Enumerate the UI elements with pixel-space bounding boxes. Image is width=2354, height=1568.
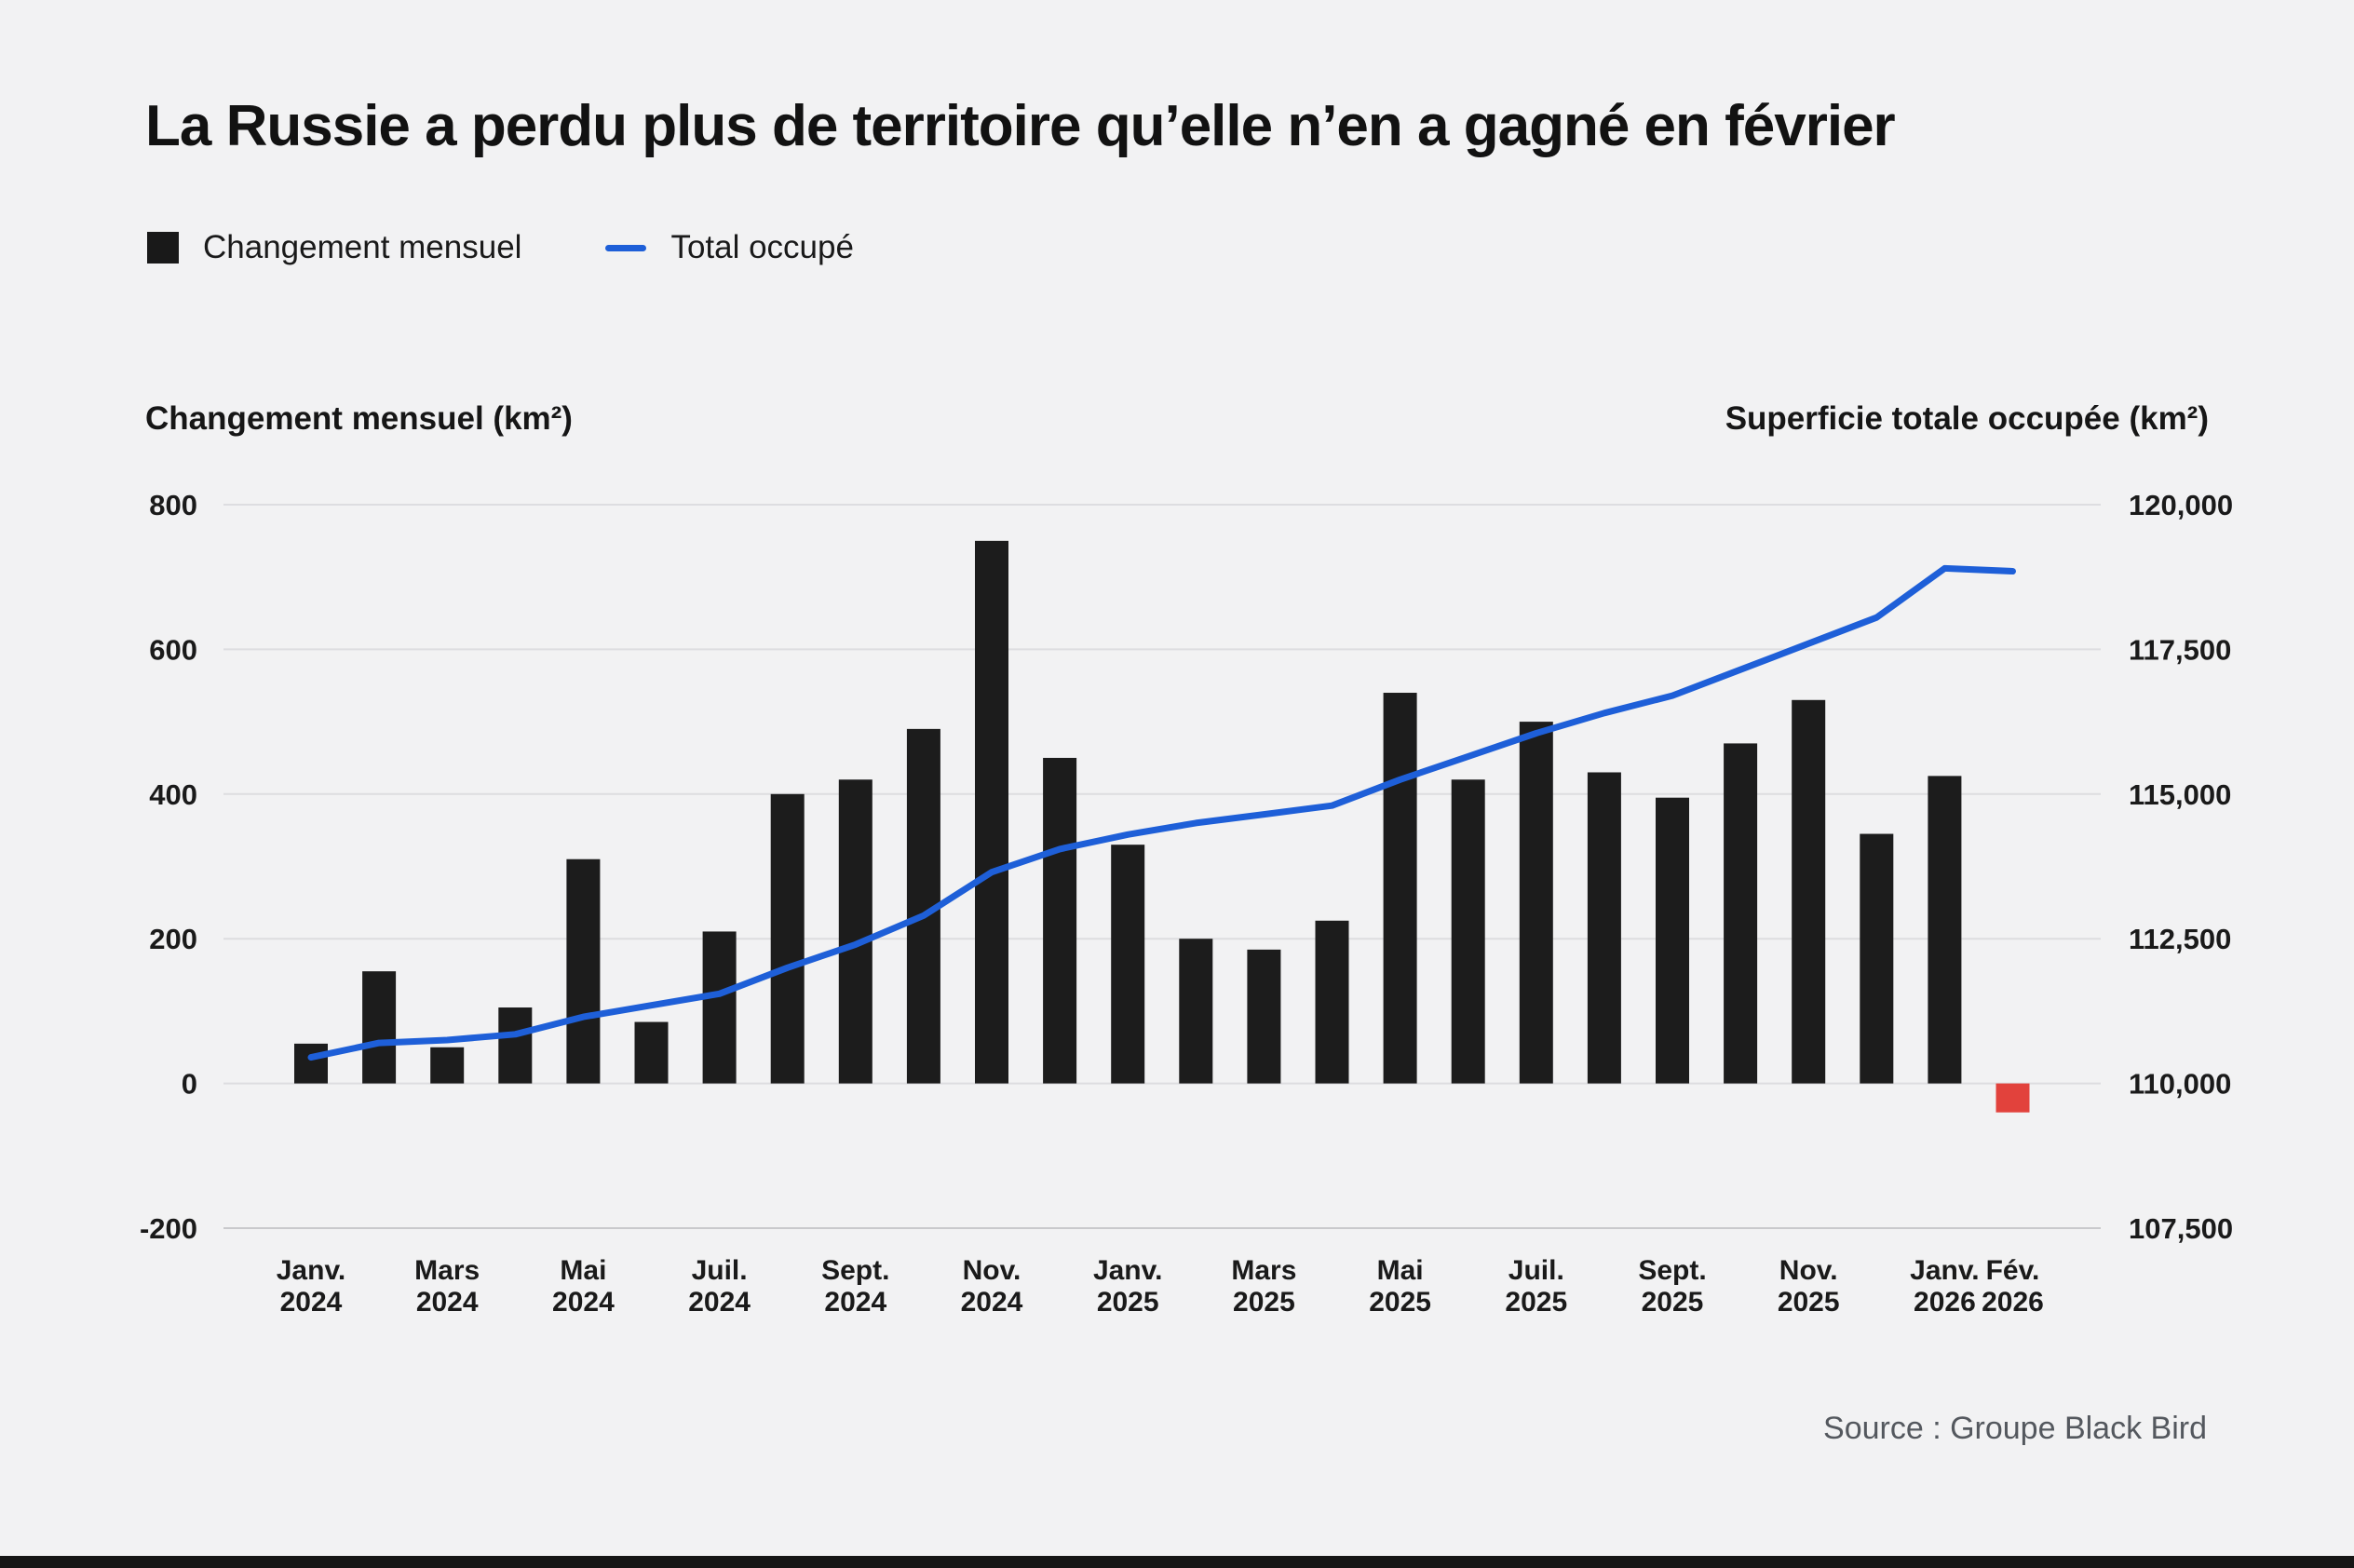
x-axis-tick-year: 2025 [1369, 1287, 1431, 1318]
x-axis-tick-month: Sept. [1638, 1255, 1706, 1286]
x-axis-tick-month: Sept. [821, 1255, 889, 1286]
bar-2 [430, 1047, 465, 1084]
bar-13 [1179, 939, 1213, 1084]
legend-bar-label: Changement mensuel [203, 229, 522, 265]
bar-5 [634, 1021, 669, 1084]
x-axis-tick-month: Mai [1377, 1255, 1424, 1286]
bar-17 [1451, 779, 1485, 1084]
bar-20 [1656, 797, 1689, 1084]
legend-line-label: Total occupé [670, 229, 854, 265]
right-axis-tick-label: 117,500 [2129, 633, 2231, 666]
bar-21 [1724, 743, 1758, 1084]
x-axis-tick-month: Juil. [692, 1255, 748, 1286]
x-axis-tick-month: Mars [414, 1255, 480, 1286]
bar-15 [1315, 920, 1349, 1084]
x-axis-tick-year: 2025 [1097, 1287, 1159, 1318]
left-axis-title: Changement mensuel (km²) [145, 400, 573, 437]
bar-14 [1247, 949, 1281, 1084]
x-axis-tick-year: 2026 [1982, 1287, 2044, 1318]
x-axis-tick-year: 2025 [1233, 1287, 1295, 1318]
bar-4 [566, 858, 601, 1084]
legend-item-total-occupied: Total occupé [605, 229, 854, 266]
legend-item-monthly-change: Changement mensuel [147, 229, 521, 266]
x-axis-tick-year: 2024 [552, 1287, 615, 1318]
left-axis-tick-label: -200 [140, 1212, 197, 1245]
page-title: La Russie a perdu plus de territoire qu’… [145, 94, 1896, 158]
x-axis-tick-month: Janv. [1093, 1255, 1163, 1286]
bar-swatch-icon [147, 232, 179, 264]
source-credit: Source : Groupe Black Bird [1823, 1411, 2207, 1446]
x-axis-tick-month: Janv. [277, 1255, 346, 1286]
right-axis-tick-label: 110,000 [2129, 1068, 2231, 1101]
bar-0 [294, 1043, 328, 1084]
x-axis-tick-year: 2025 [1642, 1287, 1704, 1318]
left-axis-tick-label: 0 [182, 1068, 197, 1101]
x-axis-tick-month: Nov. [1779, 1255, 1838, 1286]
x-axis-tick-month: Mars [1231, 1255, 1296, 1286]
bar-8 [838, 779, 873, 1084]
bar-24 [1928, 776, 1962, 1084]
x-axis-tick-month: Janv. [1910, 1255, 1980, 1286]
x-axis-tick-year: 2025 [1505, 1287, 1567, 1318]
legend: Changement mensuel Total occupé [147, 229, 854, 266]
bar-18 [1519, 722, 1553, 1084]
x-axis-tick-year: 2024 [416, 1287, 479, 1318]
right-axis-tick-label: 112,500 [2129, 923, 2231, 955]
x-axis-tick-year: 2024 [688, 1287, 751, 1318]
x-axis-tick-month: Nov. [963, 1255, 1021, 1286]
bar-3 [498, 1007, 533, 1084]
x-axis-tick-year: 2024 [961, 1287, 1023, 1318]
left-axis-tick-label: 800 [149, 489, 197, 521]
x-axis-tick-year: 2026 [1914, 1287, 1976, 1318]
x-axis-tick-month: Juil. [1508, 1255, 1564, 1286]
x-axis-tick-month: Mai [560, 1255, 606, 1286]
bar-6 [702, 931, 737, 1084]
bar-22 [1792, 699, 1826, 1084]
bar-11 [1043, 757, 1077, 1084]
bar-1 [362, 971, 397, 1084]
bar-23 [1860, 833, 1894, 1084]
combo-chart: 800 600 400 200 0 -200 120,000 117,500 115,000 11… [140, 489, 2233, 1318]
total-occupied-line [307, 564, 2016, 1061]
left-axis-tick-label: 200 [149, 923, 197, 955]
bar-19 [1587, 772, 1621, 1084]
x-axis-tick-month: Fév. [1986, 1255, 2040, 1286]
right-axis-tick-label: 115,000 [2129, 778, 2231, 811]
bar-12 [1111, 845, 1145, 1084]
bar-7 [770, 793, 805, 1084]
left-axis-tick-label: 400 [149, 778, 197, 811]
line-swatch-icon [605, 244, 647, 251]
x-axis-tick-year: 2024 [824, 1287, 886, 1318]
right-axis-title: Superficie totale occupée (km²) [1725, 400, 2209, 437]
x-axis-tick-year: 2025 [1778, 1287, 1840, 1318]
x-axis-tick-year: 2024 [280, 1287, 343, 1318]
right-axis-tick-label: 107,500 [2129, 1212, 2233, 1245]
bar-10 [975, 540, 1008, 1084]
right-axis-tick-label: 120,000 [2129, 489, 2233, 521]
bar-25 [1995, 1083, 2030, 1113]
bottom-crop-strip [0, 1556, 2354, 1568]
left-axis-tick-label: 600 [149, 633, 197, 666]
bar-16 [1383, 693, 1417, 1084]
